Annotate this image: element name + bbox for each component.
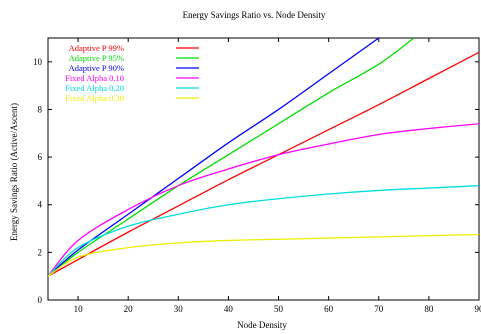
y-axis-label: Energy Savings Ratio (Active/Ascent) (9, 103, 19, 241)
x-tick-label: 20 (124, 304, 134, 314)
plot-area: 10 20 30 40 50 60 70 80 90 0 2 4 6 8 10 (33, 37, 481, 314)
legend-label: Adaptive P 95% (69, 53, 124, 63)
y-tick-label: 8 (38, 104, 43, 114)
series-line-6 (48, 233, 479, 277)
legend: Adaptive P 99%Adaptive P 95%Adaptive P 9… (65, 43, 199, 103)
x-tick-label: 10 (74, 304, 84, 314)
x-tick-label: 60 (324, 304, 334, 314)
legend-label: Fixed Alpha 0.10 (65, 73, 124, 83)
legend-label: Fixed Alpha 0.20 (65, 83, 124, 93)
series-line-2 (48, 38, 415, 277)
y-tick-label: 10 (33, 57, 43, 67)
y-axis-ticks: 0 2 4 6 8 10 (33, 57, 479, 305)
y-tick-label: 4 (38, 200, 43, 210)
series-line-3 (48, 38, 380, 277)
x-tick-label: 70 (374, 304, 384, 314)
x-tick-label: 30 (174, 304, 184, 314)
plot-frame (47, 37, 480, 301)
series-line-4 (48, 123, 479, 277)
legend-label: Adaptive P 90% (69, 63, 124, 73)
x-tick-label: 90 (475, 304, 481, 314)
y-tick-label: 6 (38, 152, 43, 162)
legend-label: Fixed Alpha 0.30 (65, 93, 124, 103)
series-line-5 (48, 185, 479, 277)
x-axis-ticks: 10 20 30 40 50 60 70 80 90 (74, 38, 481, 314)
x-tick-label: 50 (274, 304, 284, 314)
series-lines (48, 38, 479, 277)
x-tick-label: 40 (224, 304, 234, 314)
x-tick-label: 80 (424, 304, 434, 314)
legend-label: Adaptive P 99% (69, 43, 124, 53)
x-axis-label: Node Density (237, 320, 287, 330)
chart-title: Energy Savings Ratio vs. Node Density (183, 10, 326, 20)
series-line-1 (48, 51, 479, 277)
y-tick-label: 2 (38, 247, 43, 257)
y-tick-label: 0 (38, 295, 43, 305)
